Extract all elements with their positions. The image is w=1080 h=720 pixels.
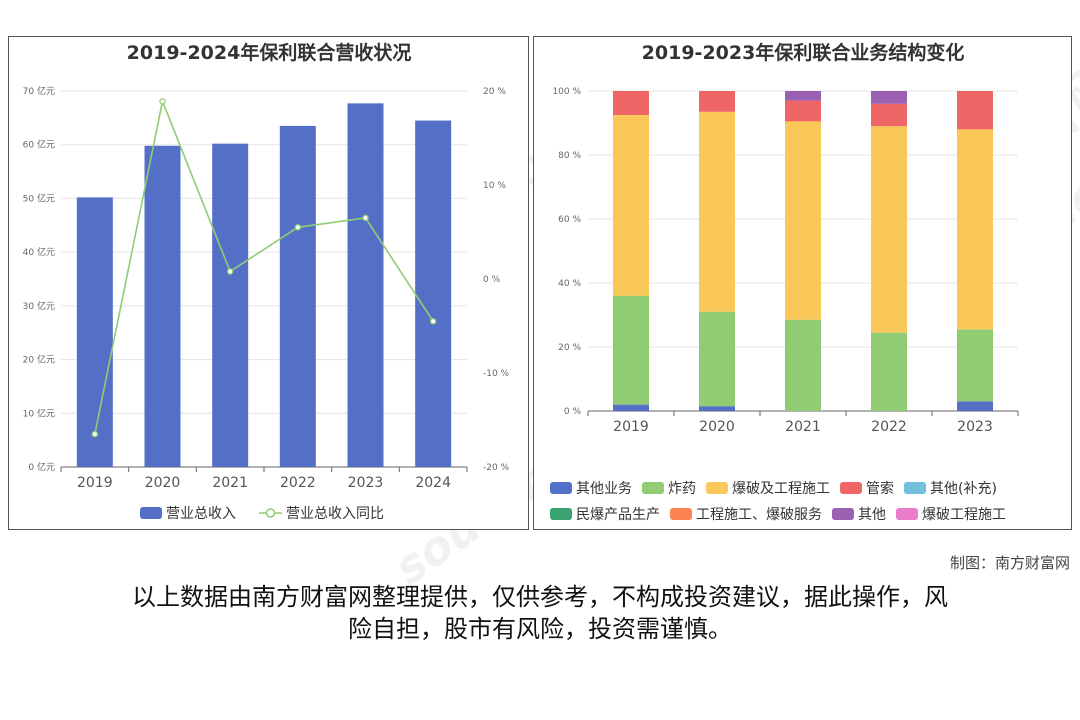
x-tick-label: 2024: [415, 475, 451, 491]
segment-2022-其他: [871, 91, 907, 104]
bar-2022: [279, 125, 316, 468]
revenue-chart: 2019-2024年保利联合营收状况 0 亿元 10 亿元 20 亿元 30 亿元 40 …: [23, 41, 510, 522]
y2-tick-label: 0 %: [483, 275, 501, 285]
y2-tick-label: -10 %: [483, 369, 510, 379]
segment-2021-爆破及工程施工: [785, 121, 821, 320]
y-tick-label: 20 亿元: [23, 354, 55, 366]
y2-tick-label: -20 %: [483, 463, 510, 473]
yoy-point-2023: [362, 214, 369, 222]
legend-label: 爆破及工程施工: [732, 481, 830, 497]
legend-label: 爆破工程施工: [922, 507, 1006, 523]
segment-2020-爆破及工程施工: [699, 111, 735, 312]
yoy-point-2024: [429, 318, 437, 325]
y2-tick-label: 20 %: [483, 87, 506, 97]
y-tick-label: 100 %: [552, 87, 581, 97]
x-tick-label: 2020: [145, 475, 181, 491]
y2-tick-label: 10 %: [483, 181, 506, 191]
y-tick-label: 60 %: [558, 215, 581, 225]
y-tick-label: 50 亿元: [23, 192, 55, 204]
segment-2019-其他业务: [613, 404, 649, 411]
segment-2021-其他: [785, 91, 821, 101]
yoy-point-2022: [294, 224, 302, 231]
legend-label: 其他业务: [576, 481, 632, 497]
y-tick-label: 40 亿元: [23, 246, 55, 258]
segment-2023-管索: [957, 91, 993, 130]
segment-2021-管索: [785, 100, 821, 122]
segment-2020-管索: [699, 91, 735, 112]
legend-swatch: [550, 482, 572, 494]
segment-2022-管索: [871, 103, 907, 127]
segment-2021-炸药: [785, 319, 821, 411]
x-tick-label: 2021: [212, 475, 248, 491]
segment-2023-其他业务: [957, 401, 993, 411]
legend-label: 管索: [866, 480, 894, 497]
yoy-point-2021: [226, 268, 234, 275]
revenue-chart-panel: 2019-2024年保利联合营收状况 0 亿元 10 亿元 20 亿元 30 亿元 40 …: [8, 36, 529, 530]
bar-2020: [144, 145, 181, 467]
y-tick-label: 60 亿元: [23, 139, 55, 151]
bar-2023: [347, 103, 384, 468]
legend-label: 民爆产品生产: [576, 507, 660, 523]
disclaimer-line-2: 险自担，股市有风险，投资需谨慎。: [348, 615, 732, 643]
x-tick-label: 2022: [280, 475, 316, 491]
x-tick-label: 2021: [785, 419, 821, 435]
legend-swatch: [550, 508, 572, 520]
bar-2019: [76, 197, 113, 467]
x-tick-label: 2020: [699, 419, 735, 435]
y-tick-label: 20 %: [558, 343, 581, 353]
segment-2020-其他业务: [699, 406, 735, 411]
segment-2019-爆破及工程施工: [613, 115, 649, 296]
legend-swatch: [896, 508, 918, 520]
segment-2020-炸药: [699, 311, 735, 407]
segment-2022-爆破及工程施工: [871, 126, 907, 333]
legend-label: 炸药: [668, 481, 696, 497]
x-tick-label: 2019: [613, 419, 649, 435]
x-tick-label: 2023: [348, 475, 384, 491]
legend-swatch: [670, 508, 692, 520]
x-tick-label: 2023: [957, 419, 993, 435]
segment-2019-炸药: [613, 295, 649, 405]
legend-label: 其他(补充): [930, 481, 997, 497]
x-tick-label: 2019: [77, 475, 113, 491]
series-line-yoy: [94, 98, 434, 435]
yoy-point-2019: [91, 430, 99, 438]
y-tick-label: 0 %: [564, 407, 582, 417]
legend-swatch: [642, 482, 664, 494]
bar-2021: [212, 143, 249, 467]
y-tick-label: 0 亿元: [28, 461, 55, 473]
disclaimer: 以上数据由南方财富网整理提供，仅供参考，不构成投资建议，据此操作，风 险自担，股…: [0, 581, 1080, 645]
legend-swatch: [904, 482, 926, 494]
y-tick-label: 40 %: [558, 279, 581, 289]
y-tick-label: 80 %: [558, 151, 581, 161]
y-tick-label: 10 亿元: [23, 407, 55, 419]
x-tick-label: 2022: [871, 419, 907, 435]
disclaimer-line-1: 以上数据由南方财富网整理提供，仅供参考，不构成投资建议，据此操作，风: [132, 583, 948, 611]
legend-label: 工程施工、爆破服务: [696, 507, 822, 523]
business-structure-chart: 2019-2023年保利联合业务结构变化 0 % 20 % 40 % 60 % 80 % 1…: [550, 41, 1019, 523]
chart-credit: 制图：南方财富网: [949, 554, 1070, 572]
yoy-point-2020: [159, 98, 166, 105]
legend-label: 其他: [858, 507, 886, 523]
y-tick-label: 30 亿元: [23, 300, 55, 312]
segment-2022-炸药: [871, 332, 907, 411]
segment-2019-管索: [613, 91, 649, 115]
legend-swatch: [706, 482, 728, 494]
y-tick-label: 70 亿元: [23, 85, 55, 97]
segment-2023-爆破及工程施工: [957, 129, 993, 330]
business-structure-chart-panel: 2019-2023年保利联合业务结构变化 0 % 20 % 40 % 60 % 80 % 1…: [533, 36, 1072, 530]
legend-swatch: [840, 482, 862, 494]
legend-swatch: [832, 508, 854, 520]
legend-label-yoy: 营业总收入同比: [286, 506, 384, 522]
segment-2023-炸药: [957, 329, 993, 402]
legend-swatch-yoy-marker: [265, 508, 276, 518]
legend-label-revenue: 营业总收入: [166, 506, 236, 522]
chart-title: 2019-2023年保利联合业务结构变化: [642, 41, 965, 64]
chart-title: 2019-2024年保利联合营收状况: [127, 41, 412, 64]
legend-swatch-revenue: [140, 507, 162, 519]
bar-2024: [415, 120, 452, 468]
